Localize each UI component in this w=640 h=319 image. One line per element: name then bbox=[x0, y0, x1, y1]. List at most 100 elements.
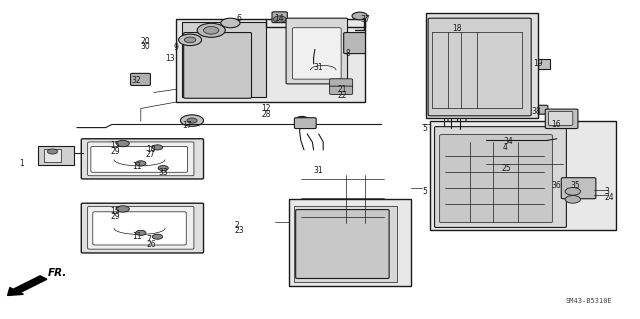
FancyBboxPatch shape bbox=[286, 18, 348, 84]
Text: 23: 23 bbox=[234, 226, 244, 235]
Text: 21: 21 bbox=[338, 85, 348, 93]
Text: 1: 1 bbox=[19, 159, 24, 168]
Text: 11: 11 bbox=[132, 232, 142, 241]
Text: SM43-B5310E: SM43-B5310E bbox=[565, 299, 612, 304]
Text: 38: 38 bbox=[531, 107, 541, 116]
Bar bbox=[176, 19, 365, 102]
FancyBboxPatch shape bbox=[296, 210, 389, 278]
Circle shape bbox=[565, 188, 580, 195]
FancyBboxPatch shape bbox=[561, 178, 596, 199]
Text: 31: 31 bbox=[313, 166, 323, 175]
Circle shape bbox=[197, 23, 225, 37]
Text: 29: 29 bbox=[110, 212, 120, 221]
Bar bbox=[430, 121, 616, 230]
Text: 27: 27 bbox=[146, 150, 156, 159]
Text: 7: 7 bbox=[147, 235, 152, 244]
Text: 15: 15 bbox=[110, 141, 120, 150]
Circle shape bbox=[273, 16, 286, 22]
Bar bbox=[528, 59, 550, 69]
FancyBboxPatch shape bbox=[428, 18, 531, 116]
FancyBboxPatch shape bbox=[548, 111, 573, 125]
FancyBboxPatch shape bbox=[93, 212, 186, 245]
Text: 22: 22 bbox=[338, 91, 348, 100]
FancyBboxPatch shape bbox=[294, 118, 316, 129]
Text: 20: 20 bbox=[141, 37, 150, 46]
Text: 3: 3 bbox=[604, 187, 609, 196]
Circle shape bbox=[116, 206, 129, 212]
Text: 11: 11 bbox=[132, 162, 142, 171]
Text: FR.: FR. bbox=[48, 268, 67, 278]
FancyBboxPatch shape bbox=[435, 127, 566, 227]
FancyBboxPatch shape bbox=[131, 73, 150, 85]
Text: 25: 25 bbox=[501, 164, 511, 173]
Text: 10: 10 bbox=[146, 145, 156, 153]
Text: 18: 18 bbox=[452, 24, 462, 33]
Text: 24: 24 bbox=[604, 193, 614, 202]
Text: 8: 8 bbox=[346, 49, 350, 58]
FancyBboxPatch shape bbox=[81, 203, 204, 253]
FancyBboxPatch shape bbox=[81, 139, 204, 179]
Circle shape bbox=[136, 230, 146, 235]
FancyBboxPatch shape bbox=[344, 33, 365, 54]
Circle shape bbox=[179, 34, 202, 46]
Text: 19: 19 bbox=[533, 59, 543, 68]
Bar bbox=[44, 149, 61, 162]
Text: 2: 2 bbox=[234, 221, 239, 230]
Bar bbox=[426, 13, 538, 118]
Circle shape bbox=[296, 116, 308, 123]
Circle shape bbox=[565, 196, 580, 203]
Circle shape bbox=[187, 118, 197, 123]
Text: 36: 36 bbox=[552, 181, 561, 190]
Text: 13: 13 bbox=[165, 54, 175, 63]
Text: 9: 9 bbox=[173, 43, 179, 52]
Bar bbox=[38, 146, 74, 165]
Circle shape bbox=[136, 161, 146, 166]
FancyBboxPatch shape bbox=[184, 33, 252, 98]
Text: 6: 6 bbox=[237, 14, 242, 23]
Circle shape bbox=[221, 18, 240, 28]
Text: 12: 12 bbox=[261, 104, 271, 113]
Circle shape bbox=[152, 145, 163, 150]
Text: 37: 37 bbox=[360, 15, 370, 24]
Text: 15: 15 bbox=[110, 207, 120, 216]
Text: 34: 34 bbox=[503, 137, 513, 145]
Text: 32: 32 bbox=[132, 76, 141, 85]
Text: 14: 14 bbox=[274, 14, 284, 23]
Circle shape bbox=[184, 37, 196, 43]
FancyBboxPatch shape bbox=[528, 105, 548, 114]
Text: 30: 30 bbox=[141, 42, 150, 51]
Circle shape bbox=[352, 12, 367, 20]
FancyBboxPatch shape bbox=[91, 146, 188, 172]
FancyBboxPatch shape bbox=[330, 86, 353, 94]
FancyBboxPatch shape bbox=[88, 206, 194, 249]
Text: 28: 28 bbox=[261, 110, 271, 119]
FancyArrow shape bbox=[8, 276, 47, 295]
Text: 31: 31 bbox=[313, 63, 323, 72]
Text: 4: 4 bbox=[503, 143, 508, 152]
FancyBboxPatch shape bbox=[88, 142, 194, 176]
Bar bbox=[289, 199, 411, 286]
Bar bbox=[294, 206, 397, 282]
Text: 26: 26 bbox=[147, 240, 156, 249]
FancyBboxPatch shape bbox=[330, 79, 353, 87]
Text: 5: 5 bbox=[422, 187, 428, 196]
FancyBboxPatch shape bbox=[292, 28, 341, 79]
Text: 17: 17 bbox=[182, 121, 192, 130]
Circle shape bbox=[204, 26, 219, 34]
FancyBboxPatch shape bbox=[272, 12, 287, 23]
Circle shape bbox=[152, 234, 163, 239]
Text: 35: 35 bbox=[571, 181, 580, 190]
FancyBboxPatch shape bbox=[545, 109, 578, 129]
Circle shape bbox=[116, 140, 129, 147]
Text: 5: 5 bbox=[422, 124, 428, 133]
FancyBboxPatch shape bbox=[440, 135, 552, 223]
Bar bbox=[450, 24, 468, 37]
Text: 16: 16 bbox=[552, 120, 561, 129]
Circle shape bbox=[47, 149, 58, 154]
Circle shape bbox=[158, 166, 168, 171]
Bar bbox=[182, 22, 266, 97]
Circle shape bbox=[298, 118, 306, 122]
Text: 33: 33 bbox=[158, 168, 168, 177]
Circle shape bbox=[180, 115, 204, 126]
Text: 29: 29 bbox=[110, 147, 120, 156]
